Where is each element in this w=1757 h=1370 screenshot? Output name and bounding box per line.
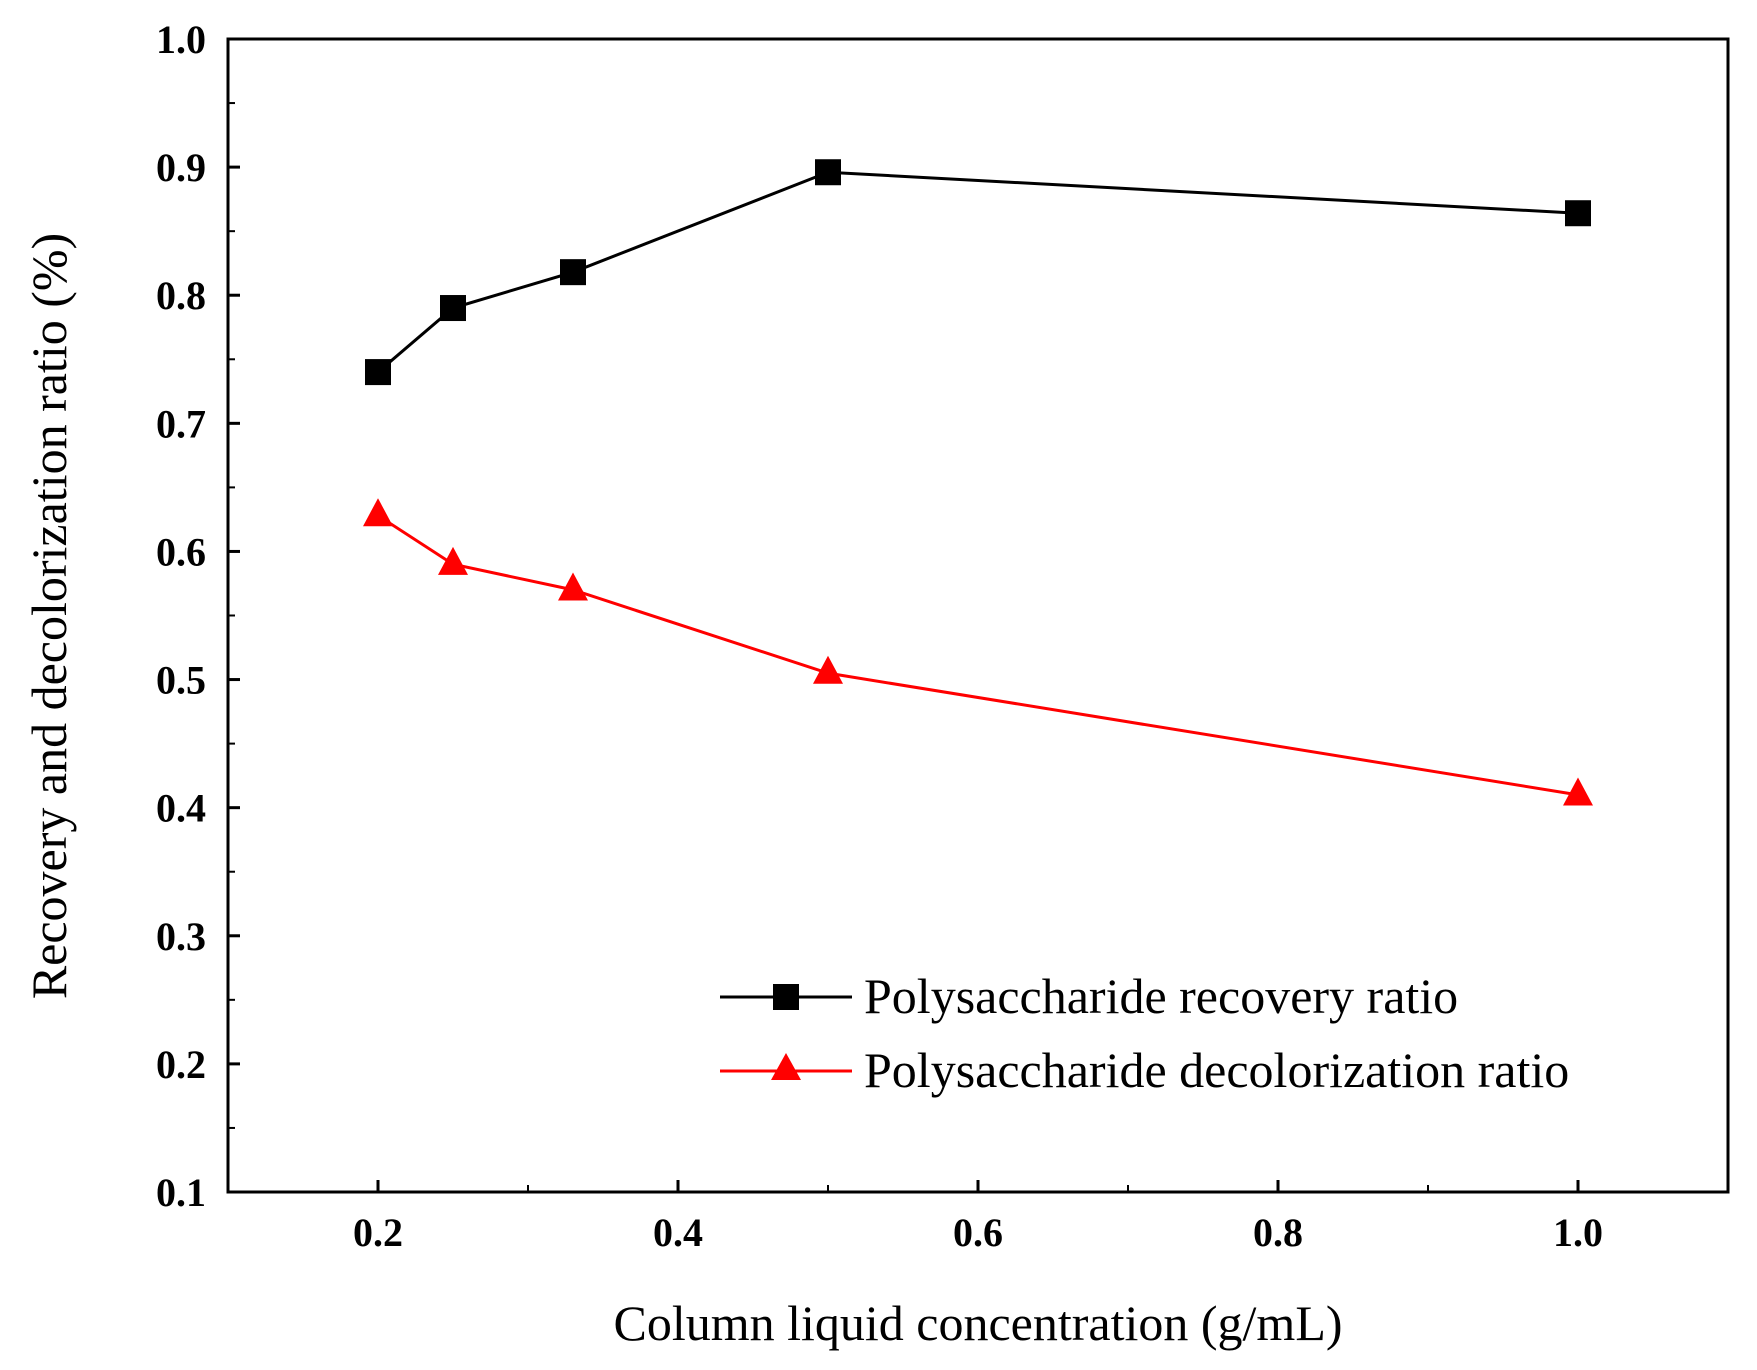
series-layer xyxy=(363,159,1593,806)
y-tick-label: 0.7 xyxy=(156,401,206,446)
x-tick-label: 0.8 xyxy=(1253,1210,1303,1255)
x-axis-title: Column liquid concentration (g/mL) xyxy=(613,1295,1342,1351)
y-axis-title: Recovery and decolorization ratio (%) xyxy=(21,233,77,999)
data-point-decolorization xyxy=(558,572,588,601)
y-tick-label: 1.0 xyxy=(156,17,206,62)
x-tick-label: 0.2 xyxy=(353,1210,403,1255)
series-line-decolorization xyxy=(377,514,1579,797)
data-point-decolorization xyxy=(813,655,843,684)
data-point-recovery xyxy=(365,359,391,386)
data-point-recovery xyxy=(815,159,841,186)
y-axis-ticks: 0.1 0.2 0.3 0.4 0.5 0.6 0.7 0.8 0.9 1.0 xyxy=(156,17,240,1215)
y-tick-label: 0.8 xyxy=(156,273,206,318)
legend-label-recovery: Polysaccharide recovery ratio xyxy=(864,968,1458,1024)
legend-marker-recovery xyxy=(773,984,799,1010)
y-tick-label: 0.9 xyxy=(156,145,206,190)
data-point-decolorization xyxy=(1563,777,1593,806)
x-tick-label: 1.0 xyxy=(1553,1210,1603,1255)
y-tick-label: 0.4 xyxy=(156,786,206,831)
legend: Polysaccharide recovery ratio Polysaccha… xyxy=(720,968,1569,1098)
data-point-decolorization xyxy=(363,498,393,527)
x-tick-label: 0.4 xyxy=(653,1210,703,1255)
data-point-recovery xyxy=(440,295,466,322)
legend-label-decolorization: Polysaccharide decolorization ratio xyxy=(864,1042,1569,1098)
y-tick-label: 0.2 xyxy=(156,1042,206,1087)
data-point-recovery xyxy=(1565,200,1591,227)
data-point-decolorization xyxy=(438,546,468,575)
y-tick-label: 0.6 xyxy=(156,529,206,574)
legend-marker-decolorization xyxy=(771,1053,801,1080)
data-point-recovery xyxy=(560,259,586,286)
series-line-recovery xyxy=(377,170,1579,374)
y-tick-label: 0.1 xyxy=(156,1170,206,1215)
x-axis-ticks: 0.2 0.4 0.6 0.8 1.0 xyxy=(353,1180,1603,1255)
y-tick-label: 0.3 xyxy=(156,914,206,959)
y-tick-label: 0.5 xyxy=(156,658,206,703)
x-tick-label: 0.6 xyxy=(953,1210,1003,1255)
